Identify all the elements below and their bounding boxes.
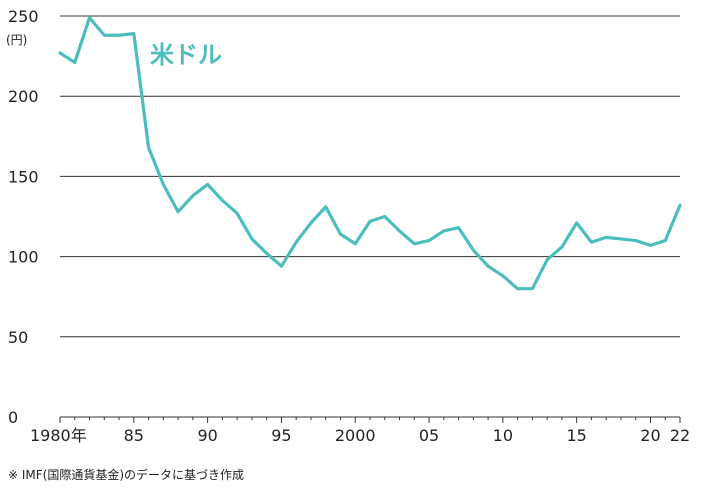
y-tick-label: 250 bbox=[8, 7, 39, 26]
y-tick-label: 0 bbox=[8, 408, 18, 427]
x-tick-label: 90 bbox=[197, 426, 217, 445]
y-tick-labels: 0 50 100 150 200 250 bbox=[8, 7, 39, 427]
source-footnote: ※ IMF(国際通貨基金)のデータに基づき作成 bbox=[8, 468, 245, 482]
y-unit-label: (円) bbox=[6, 33, 27, 47]
y-tick-label: 150 bbox=[8, 167, 39, 186]
y-tick-label: 100 bbox=[8, 248, 39, 267]
y-tick-label: 50 bbox=[8, 328, 28, 347]
series-layer: 米ドル bbox=[58, 16, 682, 291]
x-tick-label: 1980年 bbox=[30, 426, 87, 445]
x-axis bbox=[59, 416, 681, 423]
x-tick-label: 2000 bbox=[335, 426, 376, 445]
x-tick-label: 05 bbox=[419, 426, 439, 445]
y-tick-label: 200 bbox=[8, 87, 39, 106]
x-tick-label: 85 bbox=[124, 426, 144, 445]
x-tick-label: 22 bbox=[670, 426, 690, 445]
x-tick-labels: 1980年 85 90 95 2000 05 10 15 20 22 bbox=[30, 426, 690, 445]
x-tick-label: 10 bbox=[493, 426, 513, 445]
x-tick-label: 95 bbox=[271, 426, 291, 445]
x-tick-label: 15 bbox=[566, 426, 586, 445]
x-tick-label: 20 bbox=[640, 426, 660, 445]
gridlines bbox=[60, 15, 680, 338]
series-line-0 bbox=[58, 16, 682, 291]
series-label: 米ドル bbox=[150, 41, 222, 69]
